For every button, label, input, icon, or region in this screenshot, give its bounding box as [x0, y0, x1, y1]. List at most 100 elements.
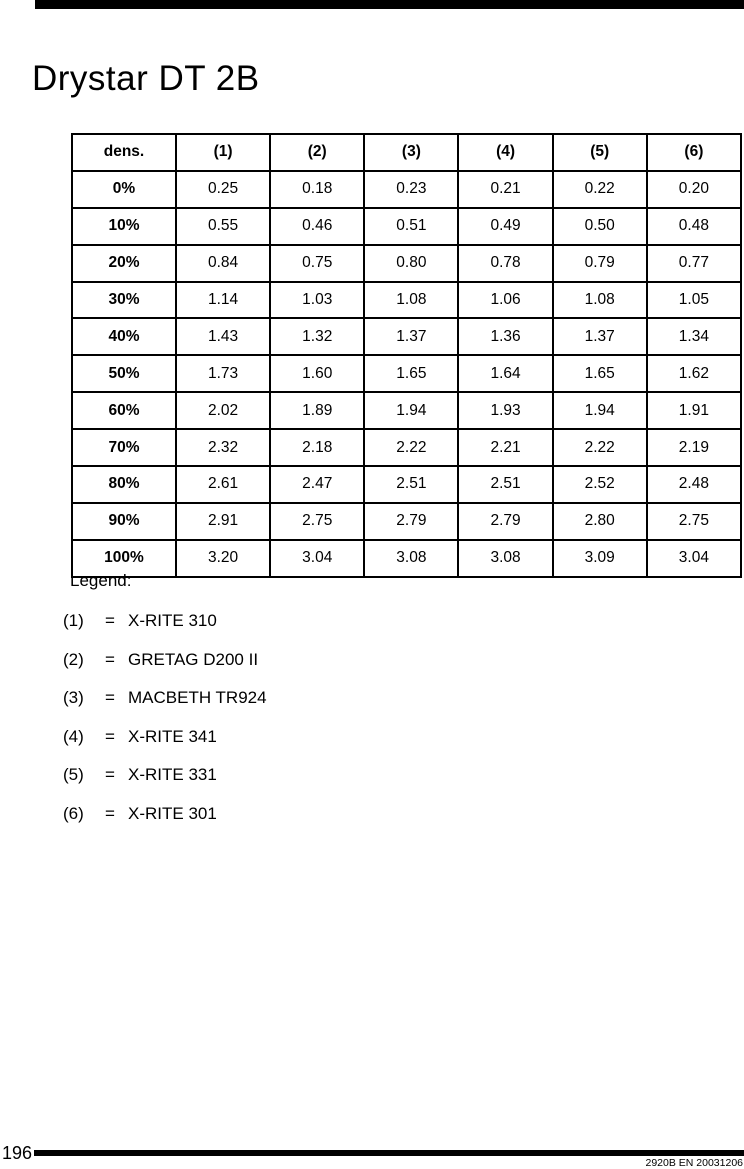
density-value-cell: 1.91 [645, 391, 743, 431]
density-table: dens. (1) (2) (3) (4) (5) (6) 0% 0.25 0.18 0.23 0.… [71, 133, 743, 578]
density-value-cell: 0.23 [363, 169, 460, 209]
legend-item: (5) = X-RITE 331 [63, 766, 267, 784]
legend-item-value: GRETAG D200 II [128, 649, 259, 669]
density-value-cell: 2.61 [174, 465, 272, 504]
density-value-cell: 2.22 [363, 428, 460, 468]
density-value-cell: 1.64 [457, 354, 554, 394]
legend-items: (1) = X-RITE 310 (2) = GRETAG D200 II (3) = MACB… [63, 612, 267, 823]
density-value-cell: 2.91 [174, 501, 272, 541]
row-label: 0% [71, 169, 177, 209]
density-value-cell: 1.14 [174, 280, 272, 320]
density-value-cell: 2.51 [363, 465, 460, 504]
density-value-cell: 2.47 [269, 465, 366, 504]
density-value-cell: 0.50 [551, 206, 648, 246]
density-value-cell: 0.46 [269, 206, 366, 246]
density-value-cell: 2.52 [551, 465, 648, 504]
legend-section: Legend: (1) = X-RITE 310 (2) = GRETAG D200 II… [63, 572, 267, 843]
density-value-cell: 1.32 [269, 317, 366, 357]
density-value-cell: 2.75 [269, 501, 366, 541]
density-value-cell: 1.03 [269, 280, 366, 320]
legend-item: (2) = GRETAG D200 II [63, 649, 267, 669]
density-value-cell: 2.21 [457, 428, 554, 468]
density-value-cell: 1.62 [645, 354, 743, 394]
table-row: 30% 1.14 1.03 1.08 1.06 1.08 1.05 [71, 280, 743, 320]
density-value-cell: 0.48 [645, 206, 743, 246]
legend-heading: Legend: [70, 571, 132, 590]
table-row: 40% 1.43 1.32 1.37 1.36 1.37 1.34 [71, 317, 743, 357]
density-value-cell: 2.32 [174, 428, 272, 468]
legend-item-eq: = [105, 649, 115, 669]
density-value-cell: 0.79 [551, 243, 648, 283]
table-row: 100% 3.20 3.04 3.08 3.08 3.09 3.04 [71, 538, 743, 578]
legend-item-value: X-RITE 341 [128, 726, 217, 746]
column-header: (6) [645, 133, 743, 172]
density-value-cell: 0.78 [457, 243, 554, 283]
legend-item-key: (5) [63, 765, 84, 784]
density-value-cell: 0.77 [645, 243, 743, 283]
density-value-cell: 1.93 [457, 391, 554, 431]
density-value-cell: 1.94 [363, 391, 460, 431]
density-value-cell: 2.19 [645, 428, 743, 468]
legend-item-value: X-RITE 310 [128, 611, 217, 630]
density-value-cell: 3.04 [269, 538, 366, 578]
density-value-cell: 0.22 [551, 169, 648, 209]
row-label: 10% [71, 206, 177, 246]
density-value-cell: 0.75 [269, 243, 366, 283]
density-value-cell: 3.08 [457, 538, 554, 578]
legend-item: (3) = MACBETH TR924 [63, 689, 267, 707]
density-value-cell: 3.08 [363, 538, 460, 578]
density-value-cell: 0.51 [363, 206, 460, 246]
density-value-cell: 1.08 [363, 280, 460, 320]
column-header: (3) [363, 133, 460, 172]
density-value-cell: 1.65 [551, 354, 648, 394]
density-value-cell: 0.18 [269, 169, 366, 209]
density-value-cell: 1.06 [457, 280, 554, 320]
legend-item-key: (4) [63, 726, 84, 746]
density-value-cell: 0.80 [363, 243, 460, 283]
table-row: 70% 2.32 2.18 2.22 2.21 2.22 2.19 [71, 428, 743, 468]
density-value-cell: 0.25 [174, 169, 272, 209]
row-label: 90% [71, 501, 177, 541]
density-value-cell: 2.79 [457, 501, 554, 541]
density-value-cell: 1.34 [645, 317, 743, 357]
density-value-cell: 2.79 [363, 501, 460, 541]
footer-doc-code: 2920B EN 20031206 [645, 1157, 744, 1169]
table-row: 0% 0.25 0.18 0.23 0.21 0.22 0.20 [71, 169, 743, 209]
column-header: (5) [551, 133, 648, 172]
footer-page-number: 196 [2, 1143, 33, 1163]
density-table-body: 0% 0.25 0.18 0.23 0.21 0.22 0.20 10% 0.55 0.46 0.5… [71, 169, 743, 578]
density-value-cell: 1.89 [269, 391, 366, 431]
row-label: 50% [71, 354, 177, 394]
table-row: 80% 2.61 2.47 2.51 2.51 2.52 2.48 [71, 465, 743, 504]
top-rule [35, 0, 744, 9]
legend-item-value: MACBETH TR924 [128, 688, 267, 707]
column-header: dens. [71, 133, 177, 172]
row-label: 60% [71, 391, 177, 431]
row-label: 40% [71, 317, 177, 357]
density-value-cell: 2.48 [645, 465, 743, 504]
density-value-cell: 2.02 [174, 391, 272, 431]
legend-item-key: (6) [63, 803, 84, 823]
table-row: 20% 0.84 0.75 0.80 0.78 0.79 0.77 [71, 243, 743, 283]
density-value-cell: 3.04 [645, 538, 743, 578]
row-label: 20% [71, 243, 177, 283]
row-label: 80% [71, 465, 177, 504]
table-row: 10% 0.55 0.46 0.51 0.49 0.50 0.48 [71, 206, 743, 246]
density-value-cell: 3.20 [174, 538, 272, 578]
legend-item-eq: = [105, 803, 115, 823]
header-row: dens. (1) (2) (3) (4) (5) (6) [71, 133, 743, 172]
density-value-cell: 3.09 [551, 538, 648, 578]
legend-item-value: X-RITE 331 [128, 765, 217, 784]
legend-item-eq: = [105, 611, 115, 630]
legend-item-key: (3) [63, 688, 84, 707]
table-row: 60% 2.02 1.89 1.94 1.93 1.94 1.91 [71, 391, 743, 431]
table-row: 90% 2.91 2.75 2.79 2.79 2.80 2.75 [71, 501, 743, 541]
density-value-cell: 0.49 [457, 206, 554, 246]
column-header: (2) [269, 133, 366, 172]
density-value-cell: 1.94 [551, 391, 648, 431]
row-label: 100% [71, 538, 177, 578]
density-value-cell: 1.73 [174, 354, 272, 394]
row-label: 70% [71, 428, 177, 468]
bottom-rule [34, 1150, 744, 1156]
